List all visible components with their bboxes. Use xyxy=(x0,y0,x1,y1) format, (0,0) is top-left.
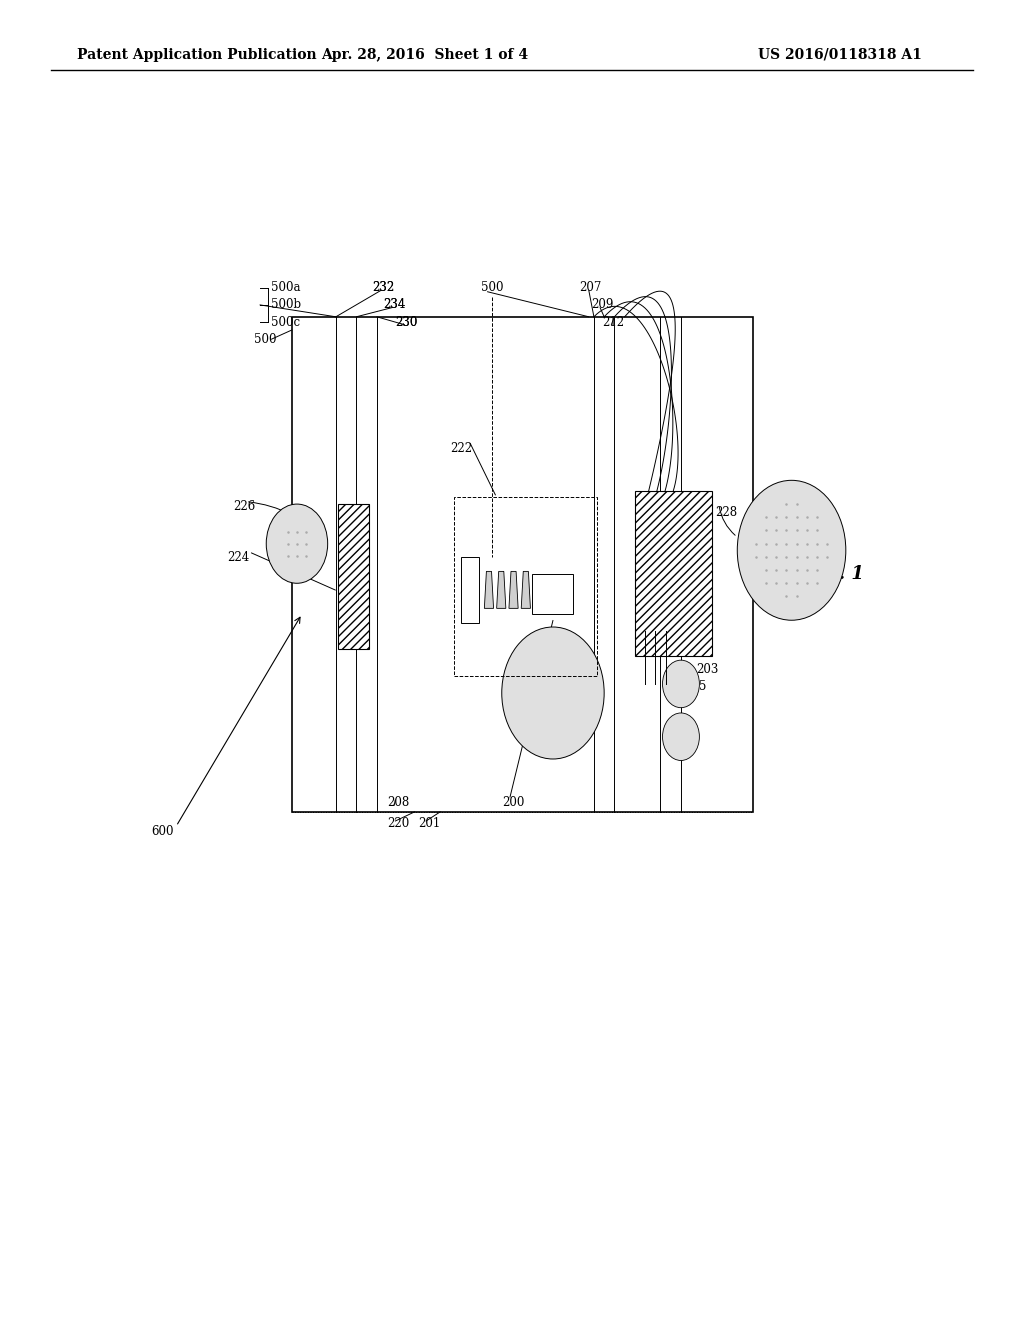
Bar xyxy=(292,317,753,812)
Text: 500: 500 xyxy=(254,333,276,346)
Text: 500c: 500c xyxy=(271,315,300,329)
Text: US 2016/0118318 A1: US 2016/0118318 A1 xyxy=(758,48,922,62)
Text: 226: 226 xyxy=(233,500,256,513)
Bar xyxy=(338,504,369,649)
Bar xyxy=(532,574,573,614)
Text: 205: 205 xyxy=(684,680,707,693)
Text: 208: 208 xyxy=(387,796,410,809)
Bar xyxy=(461,557,479,623)
Text: 209: 209 xyxy=(591,298,613,312)
Polygon shape xyxy=(509,572,518,609)
Bar xyxy=(635,491,712,656)
Text: 205: 205 xyxy=(684,640,707,653)
Text: FIG. 1: FIG. 1 xyxy=(804,565,864,583)
Text: 232: 232 xyxy=(372,281,394,294)
Text: 500a: 500a xyxy=(271,281,301,294)
Text: 232: 232 xyxy=(372,281,394,294)
Bar xyxy=(454,498,597,676)
Text: 200: 200 xyxy=(502,796,524,809)
Text: 228: 228 xyxy=(715,506,737,519)
Text: 230: 230 xyxy=(395,315,418,329)
Text: 222: 222 xyxy=(451,442,473,455)
Text: 234: 234 xyxy=(383,298,406,312)
Circle shape xyxy=(502,627,604,759)
Circle shape xyxy=(266,504,328,583)
Circle shape xyxy=(663,660,699,708)
Polygon shape xyxy=(484,572,494,609)
Text: Patent Application Publication: Patent Application Publication xyxy=(77,48,316,62)
Circle shape xyxy=(737,480,846,620)
Polygon shape xyxy=(497,572,506,609)
Text: 234: 234 xyxy=(383,298,406,312)
Text: 201: 201 xyxy=(418,817,440,830)
Text: 600: 600 xyxy=(152,825,174,838)
Polygon shape xyxy=(521,572,530,609)
Circle shape xyxy=(663,713,699,760)
Text: 212: 212 xyxy=(602,315,625,329)
Text: 220: 220 xyxy=(387,817,410,830)
Text: 224: 224 xyxy=(227,550,250,564)
Text: Apr. 28, 2016  Sheet 1 of 4: Apr. 28, 2016 Sheet 1 of 4 xyxy=(322,48,528,62)
Text: 203: 203 xyxy=(696,663,719,676)
Text: 230: 230 xyxy=(395,315,418,329)
Text: 207: 207 xyxy=(580,281,602,294)
Text: 500: 500 xyxy=(481,281,504,294)
Text: 500b: 500b xyxy=(271,298,301,312)
